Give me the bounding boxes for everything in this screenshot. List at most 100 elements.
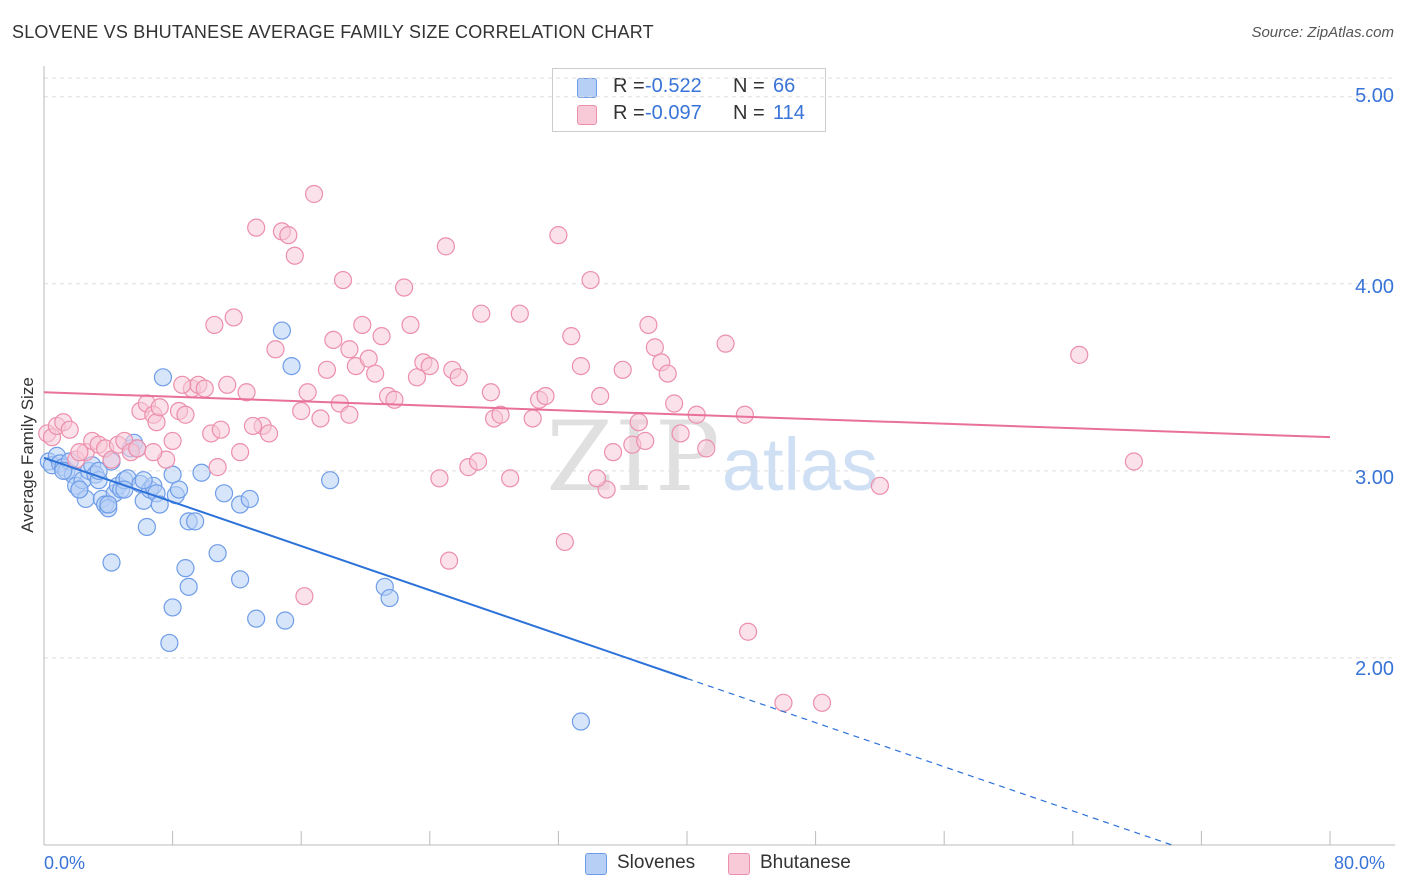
bhutanese-point (163, 431, 182, 451)
bhutanese-point (285, 246, 304, 265)
legend-n-value: 114 (773, 102, 805, 124)
bhutanese-point (870, 476, 890, 495)
bhutanese-point (401, 315, 420, 335)
bhutanese-point (1124, 452, 1143, 471)
bhutanese-point (317, 360, 337, 379)
slovene-trend-line (43, 456, 688, 680)
bhutanese-point (636, 431, 655, 451)
slovene-point (321, 471, 340, 490)
bhutanese-point (436, 237, 455, 256)
bhutanese-point (510, 304, 529, 323)
bhutanese-trend-line (43, 391, 1331, 439)
bhutanese-point (562, 327, 581, 346)
bhutanese-point (231, 443, 250, 462)
series-swatch-bhutanese (728, 853, 750, 875)
bhutanese-point (205, 315, 224, 335)
slovene-point (115, 480, 134, 499)
slovene-point (163, 598, 182, 617)
bhutanese-point (645, 338, 664, 357)
y-tick-label: 4.00 (1355, 276, 1394, 298)
bhutanese-point (738, 622, 758, 641)
bhutanese-point (613, 360, 632, 379)
bhutanese-point (243, 416, 263, 436)
x-tick-label-min: 0.0% (44, 853, 86, 873)
legend-r-label: R = (613, 102, 645, 124)
bhutanese-point (394, 278, 414, 297)
legend-swatch-bhutanese (577, 105, 597, 125)
bhutanese-point (340, 340, 359, 359)
bhutanese-point (324, 330, 343, 350)
slovene-point (186, 512, 205, 531)
bhutanese-point (366, 364, 385, 383)
slovene-point (70, 480, 89, 499)
bhutanese-point (304, 184, 324, 204)
chart-source: Source: ZipAtlas.com (1251, 24, 1394, 41)
bhutanese-point (587, 469, 607, 488)
bhutanese-point (665, 394, 684, 413)
bhutanese-point (549, 226, 568, 245)
slovene-point (272, 321, 292, 340)
bhutanese-point (697, 439, 716, 458)
legend-n-label: N = (733, 102, 765, 124)
bhutanese-point (173, 375, 192, 394)
bhutanese-point (176, 405, 195, 424)
slovene-trend-extension (686, 677, 1173, 846)
bhutanese-point (536, 386, 555, 406)
bhutanese-point (629, 413, 648, 432)
bhutanese-point (359, 349, 378, 368)
bhutanese-point (195, 379, 214, 398)
slovene-point (160, 633, 179, 653)
bhutanese-point (218, 375, 237, 394)
series-name: Slovenes (617, 852, 696, 873)
bhutanese-point (144, 443, 163, 462)
bhutanese-point (491, 405, 510, 424)
bhutanese-point (468, 452, 488, 471)
bhutanese-point (1070, 345, 1089, 364)
bhutanese-point (472, 304, 491, 323)
bhutanese-point (420, 356, 439, 376)
bhutanese-point (266, 340, 285, 359)
bhutanese-point (150, 398, 169, 417)
bhutanese-point (449, 368, 468, 387)
bhutanese-point (571, 356, 591, 376)
slovene-point (240, 489, 259, 509)
slovene-point (282, 356, 301, 376)
bhutanese-point (716, 334, 735, 353)
bhutanese-point (237, 383, 256, 402)
legend-swatch-slovenes (577, 78, 597, 98)
bhutanese-point (812, 693, 832, 712)
correlation-legend: R = -0.522 N = 66 R = -0.097 N = 114 (552, 68, 826, 132)
y-tick-label: 2.00 (1355, 658, 1394, 680)
slovene-point (176, 559, 195, 578)
chart-title: SLOVENE VS BHUTANESE AVERAGE FAMILY SIZE… (12, 22, 654, 42)
bhutanese-point (247, 218, 266, 237)
bhutanese-point (735, 405, 754, 424)
slovene-point (179, 577, 198, 596)
bhutanese-point (211, 420, 230, 439)
bhutanese-point (671, 424, 690, 443)
bhutanese-point (774, 693, 793, 712)
series-swatch-slovenes (585, 853, 607, 875)
bhutanese-point (333, 270, 353, 290)
bhutanese-point (340, 405, 359, 424)
bhutanese-point (224, 308, 243, 327)
slovene-point (571, 712, 591, 731)
slovene-point (247, 609, 266, 628)
bhutanese-point (259, 424, 279, 443)
slovene-point (163, 465, 182, 484)
series-name: Bhutanese (760, 852, 851, 873)
y-tick-label: 3.00 (1355, 467, 1394, 489)
bhutanese-point (372, 327, 391, 346)
bhutanese-point (128, 439, 147, 458)
bhutanese-point (102, 450, 121, 469)
slovene-point (214, 484, 234, 503)
bhutanese-point (591, 386, 610, 406)
bhutanese-point (292, 401, 311, 421)
slovene-point (137, 517, 156, 537)
bhutanese-point (298, 383, 317, 402)
x-tick-label-max: 80.0% (1334, 853, 1386, 873)
slovene-point (276, 611, 295, 630)
bhutanese-point (208, 458, 227, 477)
bhutanese-point (60, 420, 79, 439)
